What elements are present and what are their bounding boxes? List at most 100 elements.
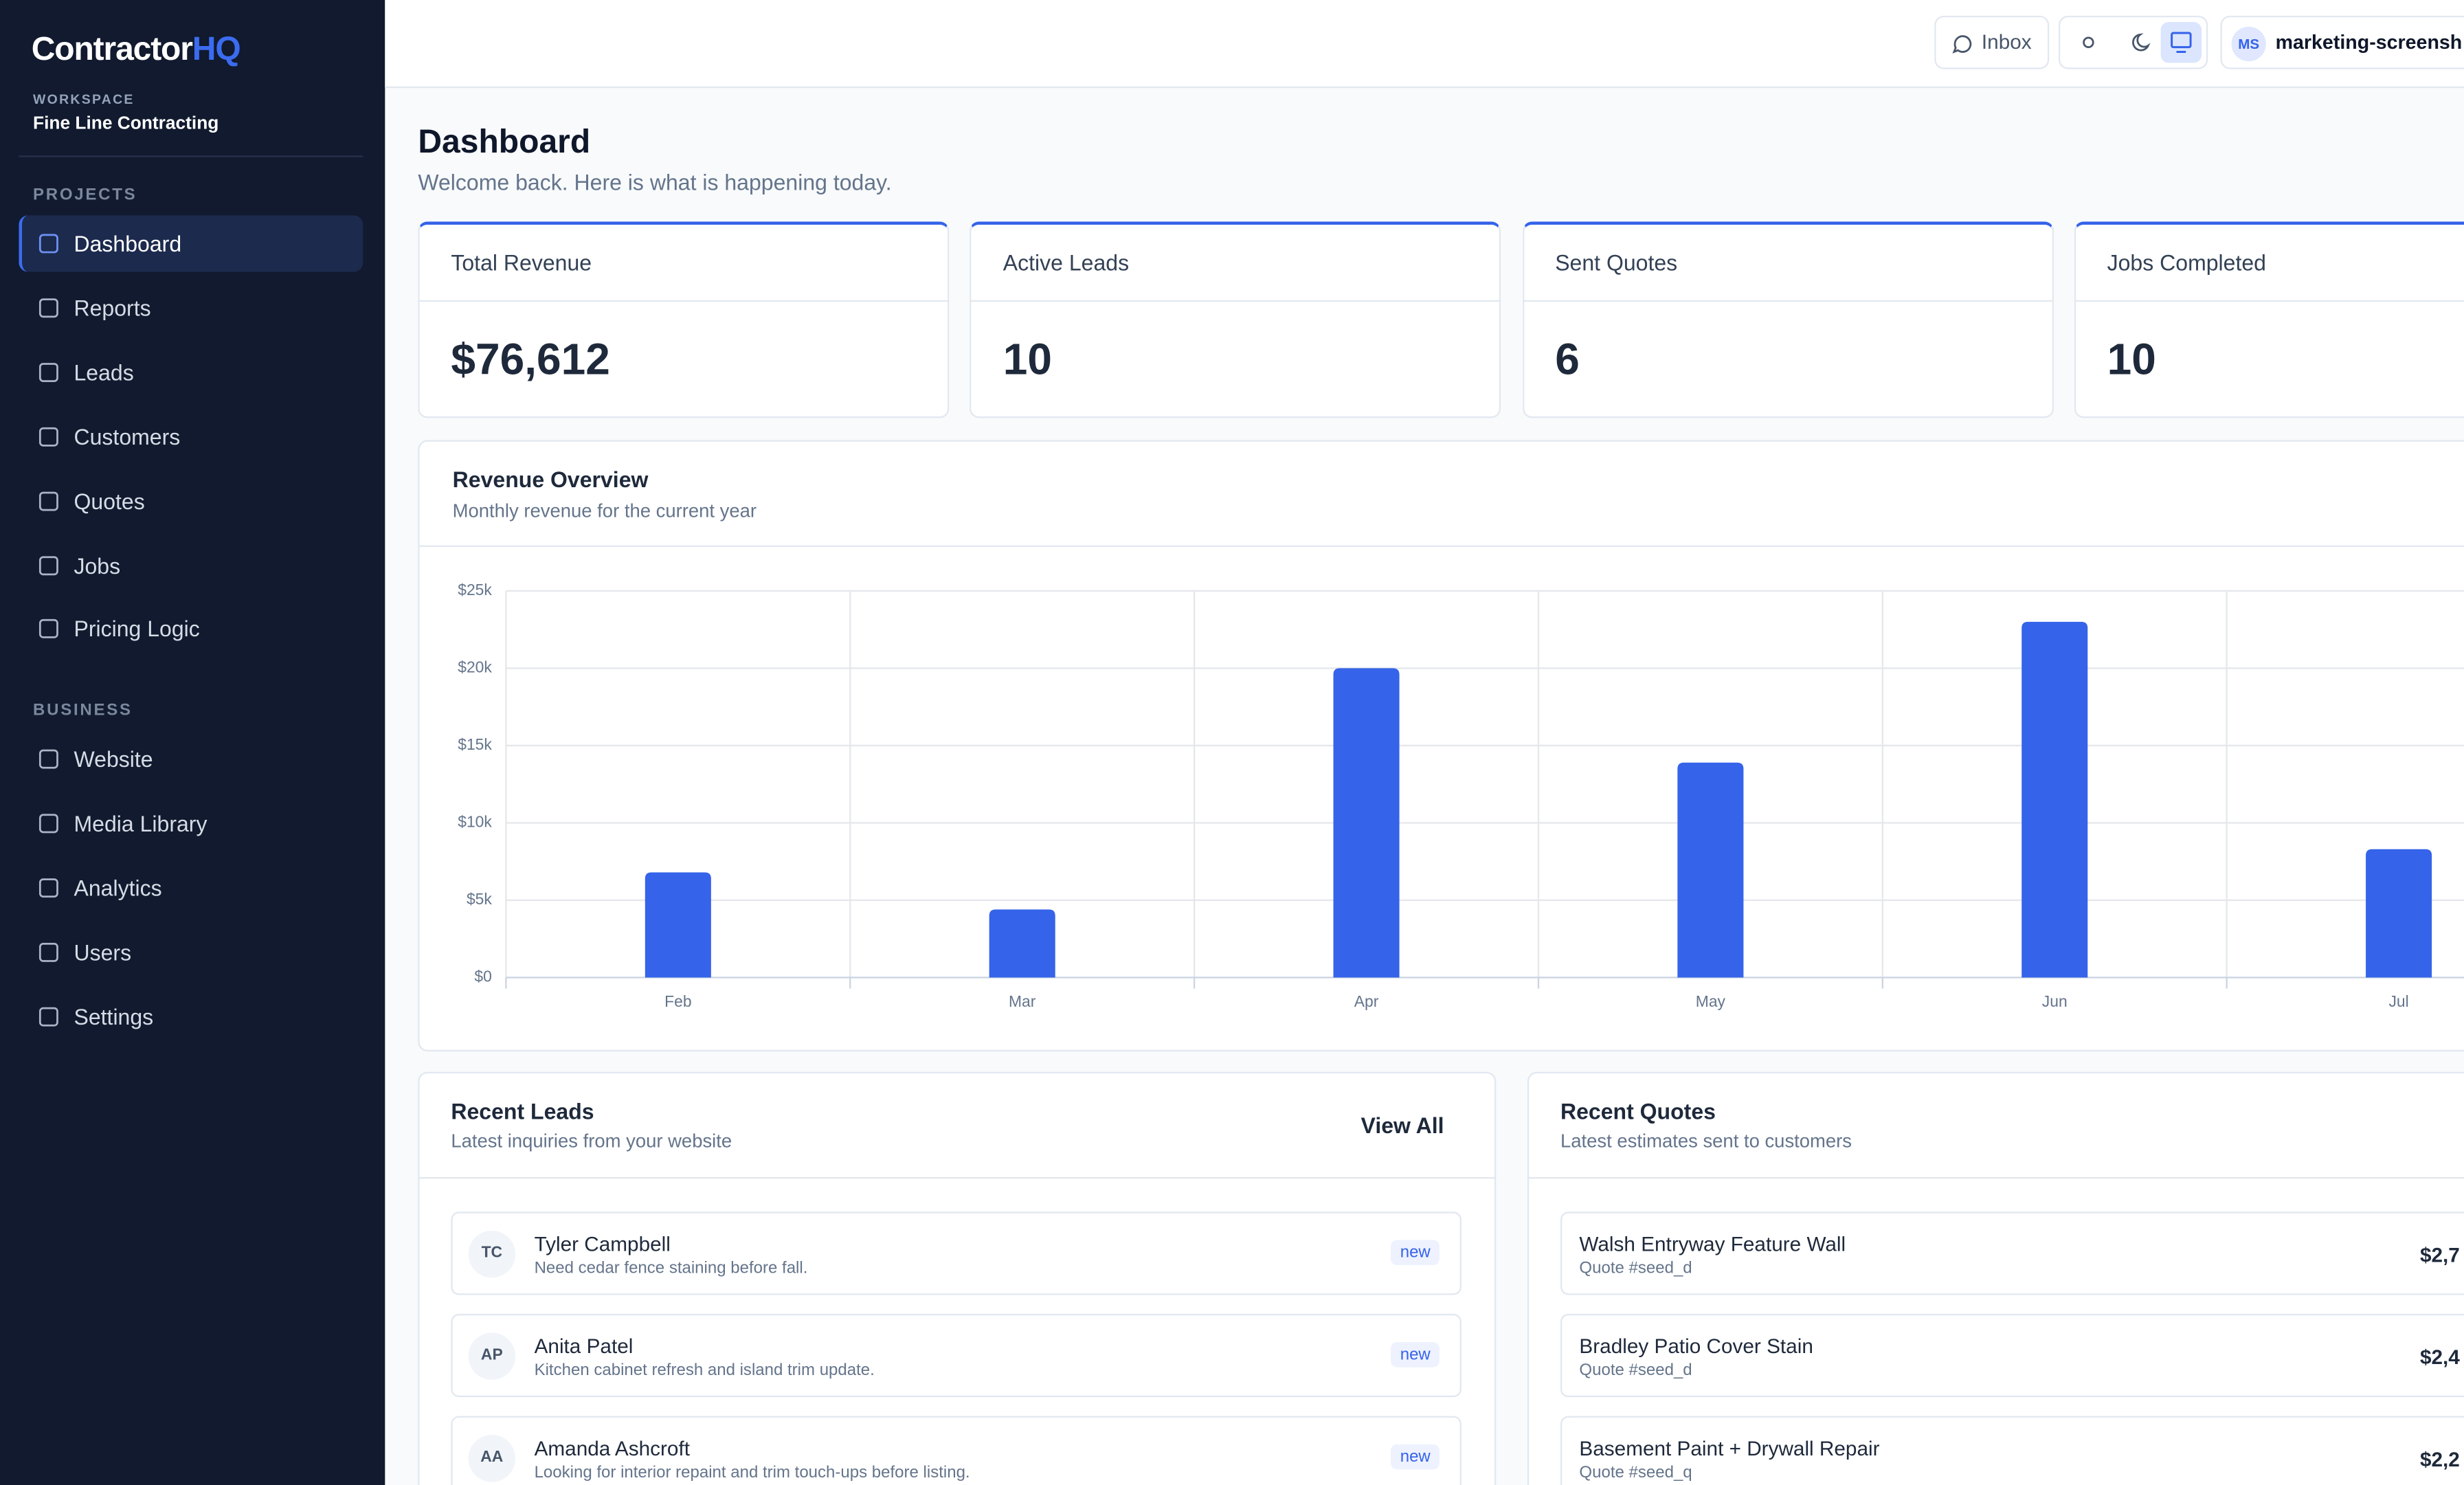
- list-item[interactable]: [451, 1416, 1461, 1485]
- inbox-button[interactable]: Inbox: [1934, 15, 2050, 69]
- stat-value: 6: [1555, 335, 1580, 384]
- stat-card: [1522, 221, 2054, 418]
- nav-item[interactable]: Users: [74, 939, 132, 965]
- bar: [645, 872, 711, 978]
- icon-shape: [38, 619, 58, 639]
- bar: [1677, 762, 1744, 978]
- quote-amount: $2,7: [2419, 1243, 2460, 1267]
- nav-icon: [38, 878, 58, 898]
- icon-shape: [38, 878, 58, 898]
- item-detail: Quote #seed_d: [1579, 1258, 1692, 1278]
- user-menu[interactable]: MS marketing-screensh: [2220, 15, 2464, 69]
- status-badge: new: [1390, 1240, 1440, 1266]
- stat-value: 10: [2107, 335, 2156, 384]
- quote-amount: $2,4: [2419, 1345, 2460, 1369]
- quote-amount: $2,2: [2419, 1447, 2460, 1471]
- stat-card: [970, 221, 1501, 418]
- user-name: marketing-screensh: [2275, 31, 2463, 54]
- nav-item[interactable]: Customers: [74, 423, 181, 449]
- nav-item[interactable]: Settings: [74, 1004, 154, 1029]
- nav-item[interactable]: Jobs: [74, 552, 121, 578]
- nav-item[interactable]: Leads: [74, 359, 134, 385]
- list-title: Recent Leads: [451, 1098, 594, 1124]
- divider: [418, 1176, 1497, 1179]
- workspace-name[interactable]: Fine Line Contracting: [33, 114, 219, 134]
- list-item[interactable]: [451, 1212, 1461, 1295]
- nav-heading: BUSINESS: [33, 701, 133, 721]
- status-badge: new: [1390, 1444, 1440, 1470]
- avatar: TC: [468, 1230, 516, 1278]
- logo-accent: HQ: [192, 31, 241, 68]
- nav-icon: [38, 750, 58, 770]
- stat-value: 10: [1003, 335, 1053, 384]
- nav-icon: [38, 619, 58, 639]
- x-tick-label: Mar: [1009, 992, 1036, 1010]
- x-tick-label: May: [1696, 992, 1726, 1010]
- nav-item[interactable]: Quotes: [74, 488, 145, 513]
- icon-shape: [38, 362, 58, 382]
- list-item[interactable]: [1560, 1416, 2464, 1485]
- list-item[interactable]: [1560, 1212, 2464, 1295]
- user-avatar: MS: [2231, 26, 2266, 62]
- dark-theme[interactable]: [2132, 33, 2151, 52]
- icon-shape: [38, 750, 58, 770]
- x-tick-label: Apr: [1354, 992, 1379, 1010]
- page-title: Dashboard: [418, 124, 591, 161]
- y-tick-label: $25k: [458, 581, 492, 599]
- item-detail: Looking for interior repaint and trim to…: [534, 1463, 970, 1482]
- bar: [989, 909, 1055, 978]
- item-detail: Need cedar fence staining before fall.: [534, 1258, 808, 1278]
- theme-toggle: [2058, 15, 2208, 69]
- nav-item[interactable]: Analytics: [74, 875, 162, 901]
- item-detail: Quote #seed_q: [1579, 1463, 1692, 1482]
- nav-item[interactable]: Pricing Logic: [74, 616, 200, 642]
- y-tick-label: $10k: [458, 813, 492, 831]
- x-tick-label: Jul: [2388, 992, 2408, 1010]
- y-tick-label: $15k: [458, 735, 492, 753]
- nav-icon: [38, 427, 58, 447]
- bar: [2366, 849, 2432, 978]
- item-title: Anita Patel: [534, 1334, 634, 1358]
- chart-title: Revenue Overview: [452, 467, 649, 492]
- item-title: Walsh Entryway Feature Wall: [1579, 1232, 1846, 1256]
- status-badge: new: [1390, 1342, 1440, 1367]
- stat-card: [418, 221, 950, 418]
- divider: [970, 300, 1501, 302]
- list-item[interactable]: [451, 1313, 1461, 1398]
- nav-item[interactable]: Dashboard: [74, 231, 182, 256]
- inbox-label: Inbox: [1981, 30, 2032, 54]
- avatar: AP: [468, 1332, 516, 1380]
- nav-item[interactable]: Reports: [74, 295, 151, 321]
- icon-shape: [38, 427, 58, 447]
- stat-label: Active Leads: [1003, 249, 1130, 276]
- light-theme[interactable]: [2083, 36, 2094, 48]
- item-title: Tyler Campbell: [534, 1232, 671, 1256]
- divider: [19, 155, 363, 157]
- nav-icon: [38, 555, 58, 575]
- icon-shape: [38, 942, 58, 962]
- nav-item[interactable]: Media Library: [74, 811, 208, 837]
- icon-shape: [38, 555, 58, 575]
- nav-icon: [38, 942, 58, 962]
- view-all-button[interactable]: View All: [1360, 1113, 1444, 1138]
- system-theme[interactable]: [2160, 22, 2202, 63]
- nav-icon: [38, 1007, 58, 1027]
- monitor-icon: [2171, 32, 2192, 49]
- logo[interactable]: ContractorHQ: [31, 31, 241, 69]
- y-tick-label: $5k: [467, 890, 492, 908]
- avatar: AA: [468, 1435, 516, 1482]
- icon-shape: [38, 491, 58, 511]
- list-title: Recent Quotes: [1560, 1098, 1716, 1124]
- nav-active[interactable]: [19, 215, 363, 272]
- list-item[interactable]: [1560, 1313, 2464, 1398]
- nav-heading: PROJECTS: [33, 185, 137, 205]
- logo-name: Contractor: [31, 31, 193, 68]
- nav-item[interactable]: Website: [74, 747, 153, 772]
- item-detail: Quote #seed_d: [1579, 1361, 1692, 1380]
- icon-shape: [38, 298, 58, 317]
- stat-card: [2074, 221, 2464, 418]
- theme-icons: [2083, 22, 2202, 63]
- item-title: Bradley Patio Cover Stain: [1579, 1334, 1813, 1358]
